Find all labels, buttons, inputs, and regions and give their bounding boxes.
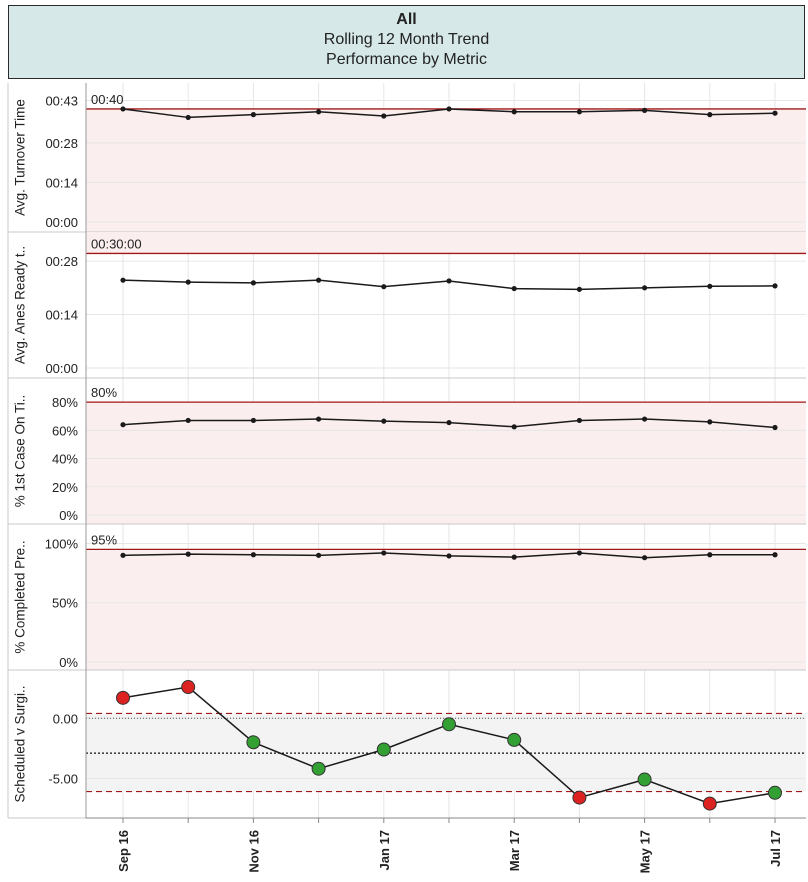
- data-point: [381, 418, 387, 424]
- data-point: [637, 772, 652, 787]
- data-point: [772, 110, 778, 116]
- y-axis-title: % 1st Case On Ti..: [13, 395, 28, 508]
- data-point: [185, 551, 191, 557]
- data-point: [446, 553, 452, 559]
- data-point: [381, 284, 387, 290]
- data-point: [707, 552, 713, 558]
- target-label: 00:30:00: [91, 236, 142, 251]
- x-tick-label: Jan 17: [377, 830, 392, 870]
- data-point: [376, 742, 391, 757]
- data-point: [576, 109, 583, 115]
- y-tick-label: 60%: [52, 423, 78, 438]
- data-point: [772, 424, 778, 431]
- data-point: [185, 114, 191, 121]
- data-point: [642, 416, 648, 422]
- data-point: [511, 285, 517, 292]
- data-point: [768, 785, 782, 800]
- data-point: [250, 417, 256, 424]
- data-point: [246, 735, 261, 750]
- data-point: [707, 283, 713, 289]
- target-band: [86, 108, 806, 232]
- data-point: [642, 107, 648, 113]
- data-point: [576, 286, 583, 292]
- target-band: [86, 549, 806, 670]
- target-label: 95%: [91, 532, 117, 547]
- data-point: [511, 554, 517, 560]
- data-point: [185, 417, 191, 424]
- data-point: [707, 419, 713, 425]
- data-point: [702, 796, 717, 811]
- y-tick-label: 40%: [52, 452, 78, 467]
- y-tick-label: 0.00: [53, 711, 78, 726]
- data-point: [316, 416, 322, 422]
- data-point: [250, 112, 256, 118]
- data-point: [446, 419, 452, 426]
- y-tick-label: 0%: [59, 508, 78, 523]
- data-point: [316, 109, 322, 115]
- header-subtitle: Rolling 12 Month Trend: [323, 31, 490, 48]
- data-point: [572, 790, 587, 805]
- data-point: [116, 690, 130, 705]
- data-point: [316, 552, 322, 558]
- data-point: [576, 417, 583, 424]
- data-point: [381, 550, 387, 556]
- data-point: [511, 424, 517, 430]
- data-point: [381, 113, 387, 119]
- y-axis-title: Avg. Turnover Time: [13, 99, 28, 216]
- y-tick-label: 50%: [52, 596, 78, 611]
- target-band: [86, 232, 806, 254]
- target-label: 80%: [91, 385, 117, 400]
- header-title: All: [396, 11, 417, 28]
- data-point: [250, 552, 256, 558]
- y-tick-label: -5.00: [48, 771, 78, 786]
- y-tick-label: 00:14: [45, 308, 78, 323]
- y-tick-label: 0%: [59, 655, 78, 670]
- header-subtitle-2: Performance by Metric: [326, 51, 487, 68]
- y-tick-label: 100%: [45, 536, 79, 551]
- y-tick-label: 00:28: [45, 254, 78, 269]
- chart-header: All Rolling 12 Month Trend Performance b…: [8, 5, 805, 79]
- y-tick-label: 20%: [52, 480, 78, 495]
- y-axis-title: % Completed Pre..: [13, 540, 28, 653]
- data-point: [446, 106, 452, 112]
- y-tick-label: 00:14: [45, 175, 78, 190]
- data-point: [120, 552, 126, 558]
- data-point: [511, 109, 517, 115]
- y-axis-title: Scheduled v Surgi..: [13, 685, 28, 802]
- data-point: [185, 279, 191, 285]
- x-tick-label: Mar 17: [507, 830, 522, 871]
- target-label: 00:40: [91, 92, 124, 107]
- data-point: [316, 277, 322, 283]
- data-point: [772, 283, 778, 289]
- x-tick-label: Jul 17: [768, 830, 783, 867]
- data-point: [311, 761, 326, 776]
- y-tick-label: 80%: [52, 395, 78, 410]
- y-tick-label: 00:43: [45, 93, 78, 108]
- data-point: [120, 277, 126, 283]
- y-axis-title: Avg. Anes Ready t..: [13, 246, 28, 364]
- data-point: [181, 680, 196, 695]
- data-point: [446, 278, 452, 284]
- data-point: [442, 717, 456, 732]
- data-point: [120, 106, 126, 112]
- data-point: [120, 422, 126, 428]
- data-point: [507, 732, 522, 747]
- y-tick-label: 00:28: [45, 136, 78, 151]
- data-point: [250, 280, 256, 286]
- x-tick-label: Sep 16: [116, 830, 131, 872]
- x-tick-label: Nov 16: [246, 830, 261, 873]
- data-point: [772, 552, 778, 558]
- y-tick-label: 00:00: [45, 215, 78, 230]
- y-tick-label: 00:00: [45, 361, 78, 376]
- data-point: [576, 550, 583, 556]
- data-point: [642, 285, 648, 291]
- x-tick-label: May 17: [638, 830, 653, 873]
- data-point: [707, 112, 713, 118]
- data-point: [642, 555, 648, 561]
